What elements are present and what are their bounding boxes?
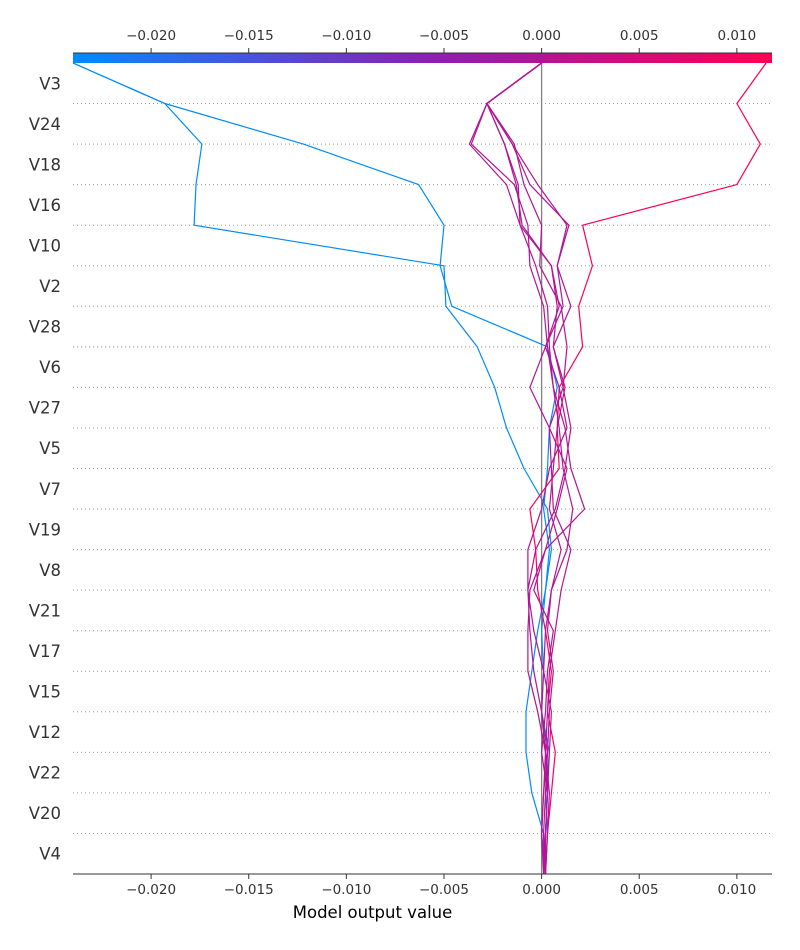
feature-label-v28: V28 (29, 318, 61, 337)
feature-label-v2: V2 (39, 277, 61, 296)
feature-label-v15: V15 (29, 683, 61, 702)
tick-label: −0.020 (126, 28, 176, 44)
series-line-5 (468, 62, 574, 875)
feature-label-v4: V4 (39, 845, 61, 864)
series-line-2 (72, 62, 558, 875)
feature-label-v12: V12 (29, 723, 61, 742)
tick-label: 0.000 (522, 882, 561, 898)
tick-label: −0.005 (419, 28, 469, 44)
feature-label-v21: V21 (29, 601, 61, 620)
feature-label-v17: V17 (29, 642, 61, 661)
tick-label: 0.010 (718, 28, 757, 44)
series-line-4 (470, 62, 586, 874)
series-line-3 (529, 62, 767, 875)
series-line-9 (486, 62, 568, 875)
feature-label-v16: V16 (29, 196, 61, 215)
colorbar (73, 53, 772, 63)
tick-label: 0.000 (522, 28, 561, 44)
series-line-7 (486, 62, 572, 875)
feature-label-v8: V8 (39, 561, 61, 580)
feature-label-v6: V6 (39, 358, 61, 377)
feature-labels: V3 V24 V18 V16 V10 V2 V28 V6 V27 V5 V7 V19 V8 V21 V17 V… (29, 74, 61, 863)
bottom-x-axis: −0.020 −0.015 −0.010 −0.005 0.000 0.005 0.010 (73, 873, 772, 898)
tick-label: 0.010 (718, 882, 757, 898)
tick-label: 0.005 (620, 882, 659, 898)
feature-label-v3: V3 (39, 74, 61, 93)
series-line-8 (486, 62, 568, 875)
feature-label-v5: V5 (39, 439, 61, 458)
feature-label-v22: V22 (29, 764, 61, 783)
feature-label-v18: V18 (29, 155, 61, 174)
series-line-10 (486, 62, 566, 875)
tick-label: −0.015 (224, 28, 274, 44)
series-line-6 (486, 62, 572, 875)
tick-label: −0.015 (224, 882, 274, 898)
feature-label-v24: V24 (29, 115, 61, 134)
feature-label-v20: V20 (29, 804, 61, 823)
tick-label: 0.005 (620, 28, 659, 44)
feature-label-v27: V27 (29, 399, 61, 418)
prediction-paths (72, 62, 767, 875)
tick-label: −0.020 (126, 882, 176, 898)
x-axis-title: Model output value (293, 903, 453, 922)
feature-label-v10: V10 (29, 236, 61, 255)
feature-label-v19: V19 (29, 520, 61, 539)
top-x-axis: −0.020 −0.015 −0.010 −0.005 0.000 0.005 0.010 (73, 28, 772, 54)
feature-separators (73, 103, 772, 875)
tick-label: −0.010 (321, 882, 371, 898)
tick-label: −0.010 (321, 28, 371, 44)
feature-label-v7: V7 (39, 480, 61, 499)
series-line-1 (72, 62, 553, 874)
tick-label: −0.005 (419, 882, 469, 898)
